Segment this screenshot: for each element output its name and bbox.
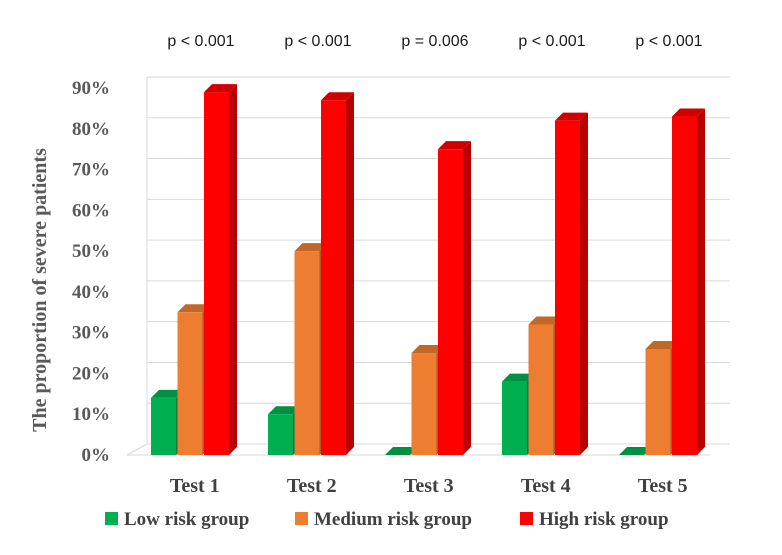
bar-high-risk-group-2 <box>321 92 354 455</box>
p-value-annotations: p < 0.001 p < 0.001 p = 0.006 p < 0.001 p < … <box>167 33 702 50</box>
y-axis-label: The proportion of severe patients <box>29 148 51 432</box>
p-value-label: p < 0.001 <box>167 33 234 50</box>
y-tick-labels: 0% 10% 20% 30% 40% 50% 60% 70% 80% 90% <box>72 78 110 466</box>
y-tick-label: 30% <box>72 323 110 344</box>
x-tick-labels: Test 1 Test 2 Test 3 Test 4 Test 5 <box>170 475 688 497</box>
p-value-label: p < 0.001 <box>518 33 585 50</box>
p-value-label: p = 0.006 <box>401 33 468 50</box>
bar-high-risk-group-4 <box>555 112 588 455</box>
x-tick-label: Test 4 <box>521 475 571 497</box>
p-value-label: p < 0.001 <box>635 33 702 50</box>
legend-swatch <box>295 512 308 525</box>
bar-low-risk-group-5 <box>619 447 652 455</box>
bars <box>151 84 705 456</box>
y-tick-label: 90% <box>72 78 110 99</box>
bar-high-risk-group-5 <box>672 108 705 456</box>
legend-swatch <box>520 512 533 525</box>
legend-item-high-risk-group: High risk group <box>520 509 669 530</box>
bar-high-risk-group-3 <box>438 141 471 455</box>
x-tick-label: Test 1 <box>170 475 220 497</box>
legend-label: Medium risk group <box>314 509 472 530</box>
y-tick-label: 10% <box>72 404 110 425</box>
y-tick-label: 0% <box>82 445 111 466</box>
y-tick-label: 80% <box>72 119 110 140</box>
y-tick-label: 50% <box>72 241 110 262</box>
x-tick-label: Test 2 <box>287 475 337 497</box>
legend-label: High risk group <box>539 509 669 530</box>
p-value-label: p < 0.001 <box>284 33 351 50</box>
y-tick-label: 70% <box>72 160 110 181</box>
legend-label: Low risk group <box>124 509 249 530</box>
floor-left-edge <box>126 443 148 456</box>
y-tick-label: 60% <box>72 200 110 221</box>
legend-item-low-risk-group: Low risk group <box>105 509 249 530</box>
y-tick-label: 40% <box>72 282 110 303</box>
bar-high-risk-group-1 <box>204 84 237 456</box>
legend-swatch <box>105 512 118 525</box>
legend: Low risk group Medium risk group High risk… <box>105 509 669 530</box>
y-tick-label: 20% <box>72 363 110 384</box>
x-tick-label: Test 5 <box>638 475 688 497</box>
bar-low-risk-group-3 <box>385 447 418 455</box>
legend-item-medium-risk-group: Medium risk group <box>295 509 472 530</box>
x-tick-label: Test 3 <box>404 475 454 497</box>
